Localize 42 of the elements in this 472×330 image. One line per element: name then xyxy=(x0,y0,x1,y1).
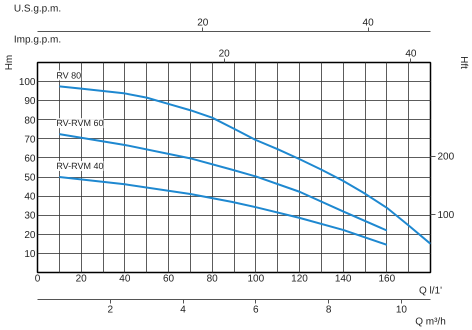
series-label: RV-RVM 40 xyxy=(56,161,104,172)
x-tick-label: 40 xyxy=(119,274,131,284)
line-series xyxy=(58,85,430,245)
text: 2 xyxy=(107,304,114,316)
text: 6 xyxy=(253,304,260,316)
x-tick-label: 100 xyxy=(247,274,265,284)
y-tick-label: 60 xyxy=(24,153,36,164)
y-tick-label: 20 xyxy=(24,230,36,241)
series-label: RV-RVM 60 xyxy=(56,118,104,128)
x-tick-label: 120 xyxy=(291,274,308,284)
y-tick-label: 70 xyxy=(24,134,36,146)
y-axis-title: Hm xyxy=(4,54,15,70)
y-tick-label: 40 xyxy=(24,192,36,203)
y2-axis-title: Hft xyxy=(458,56,470,70)
x-tick-label: 60 xyxy=(162,274,174,284)
text: U.S.g.p.m. xyxy=(14,4,62,14)
series-label: RV 80 xyxy=(56,70,82,80)
line-series xyxy=(58,133,388,232)
text: 10 xyxy=(396,304,408,316)
y-tick-label: 30 xyxy=(24,210,36,222)
y2-tick-label: 100 xyxy=(438,210,455,221)
y-tick-label: 90 xyxy=(24,96,36,108)
x2-tick-label: 40 xyxy=(405,48,417,60)
x-tick-label: 160 xyxy=(378,274,396,284)
y-tick-label: 80 xyxy=(24,115,36,126)
text: 20 xyxy=(197,18,209,28)
x2-tick-label: 20 xyxy=(218,48,230,60)
line-series xyxy=(58,176,388,246)
y-tick-label: 100 xyxy=(18,77,36,88)
y-tick-label: 10 xyxy=(24,248,36,260)
text: 8 xyxy=(326,304,332,316)
x-tick-label: 80 xyxy=(206,274,218,284)
y-tick-label: 50 xyxy=(24,172,36,184)
y2-tick-label: 200 xyxy=(438,152,455,163)
text: Q m³/h xyxy=(415,316,446,328)
text: 4 xyxy=(180,304,186,316)
text: 40 xyxy=(362,18,374,28)
x-tick-label: 140 xyxy=(334,274,352,284)
x-tick-label: 20 xyxy=(76,274,88,284)
x2-axis-title: Imp.g.p.m. xyxy=(14,34,62,46)
x-axis-title: Q l/1' xyxy=(418,286,442,296)
x-tick-label: 0 xyxy=(34,274,41,284)
